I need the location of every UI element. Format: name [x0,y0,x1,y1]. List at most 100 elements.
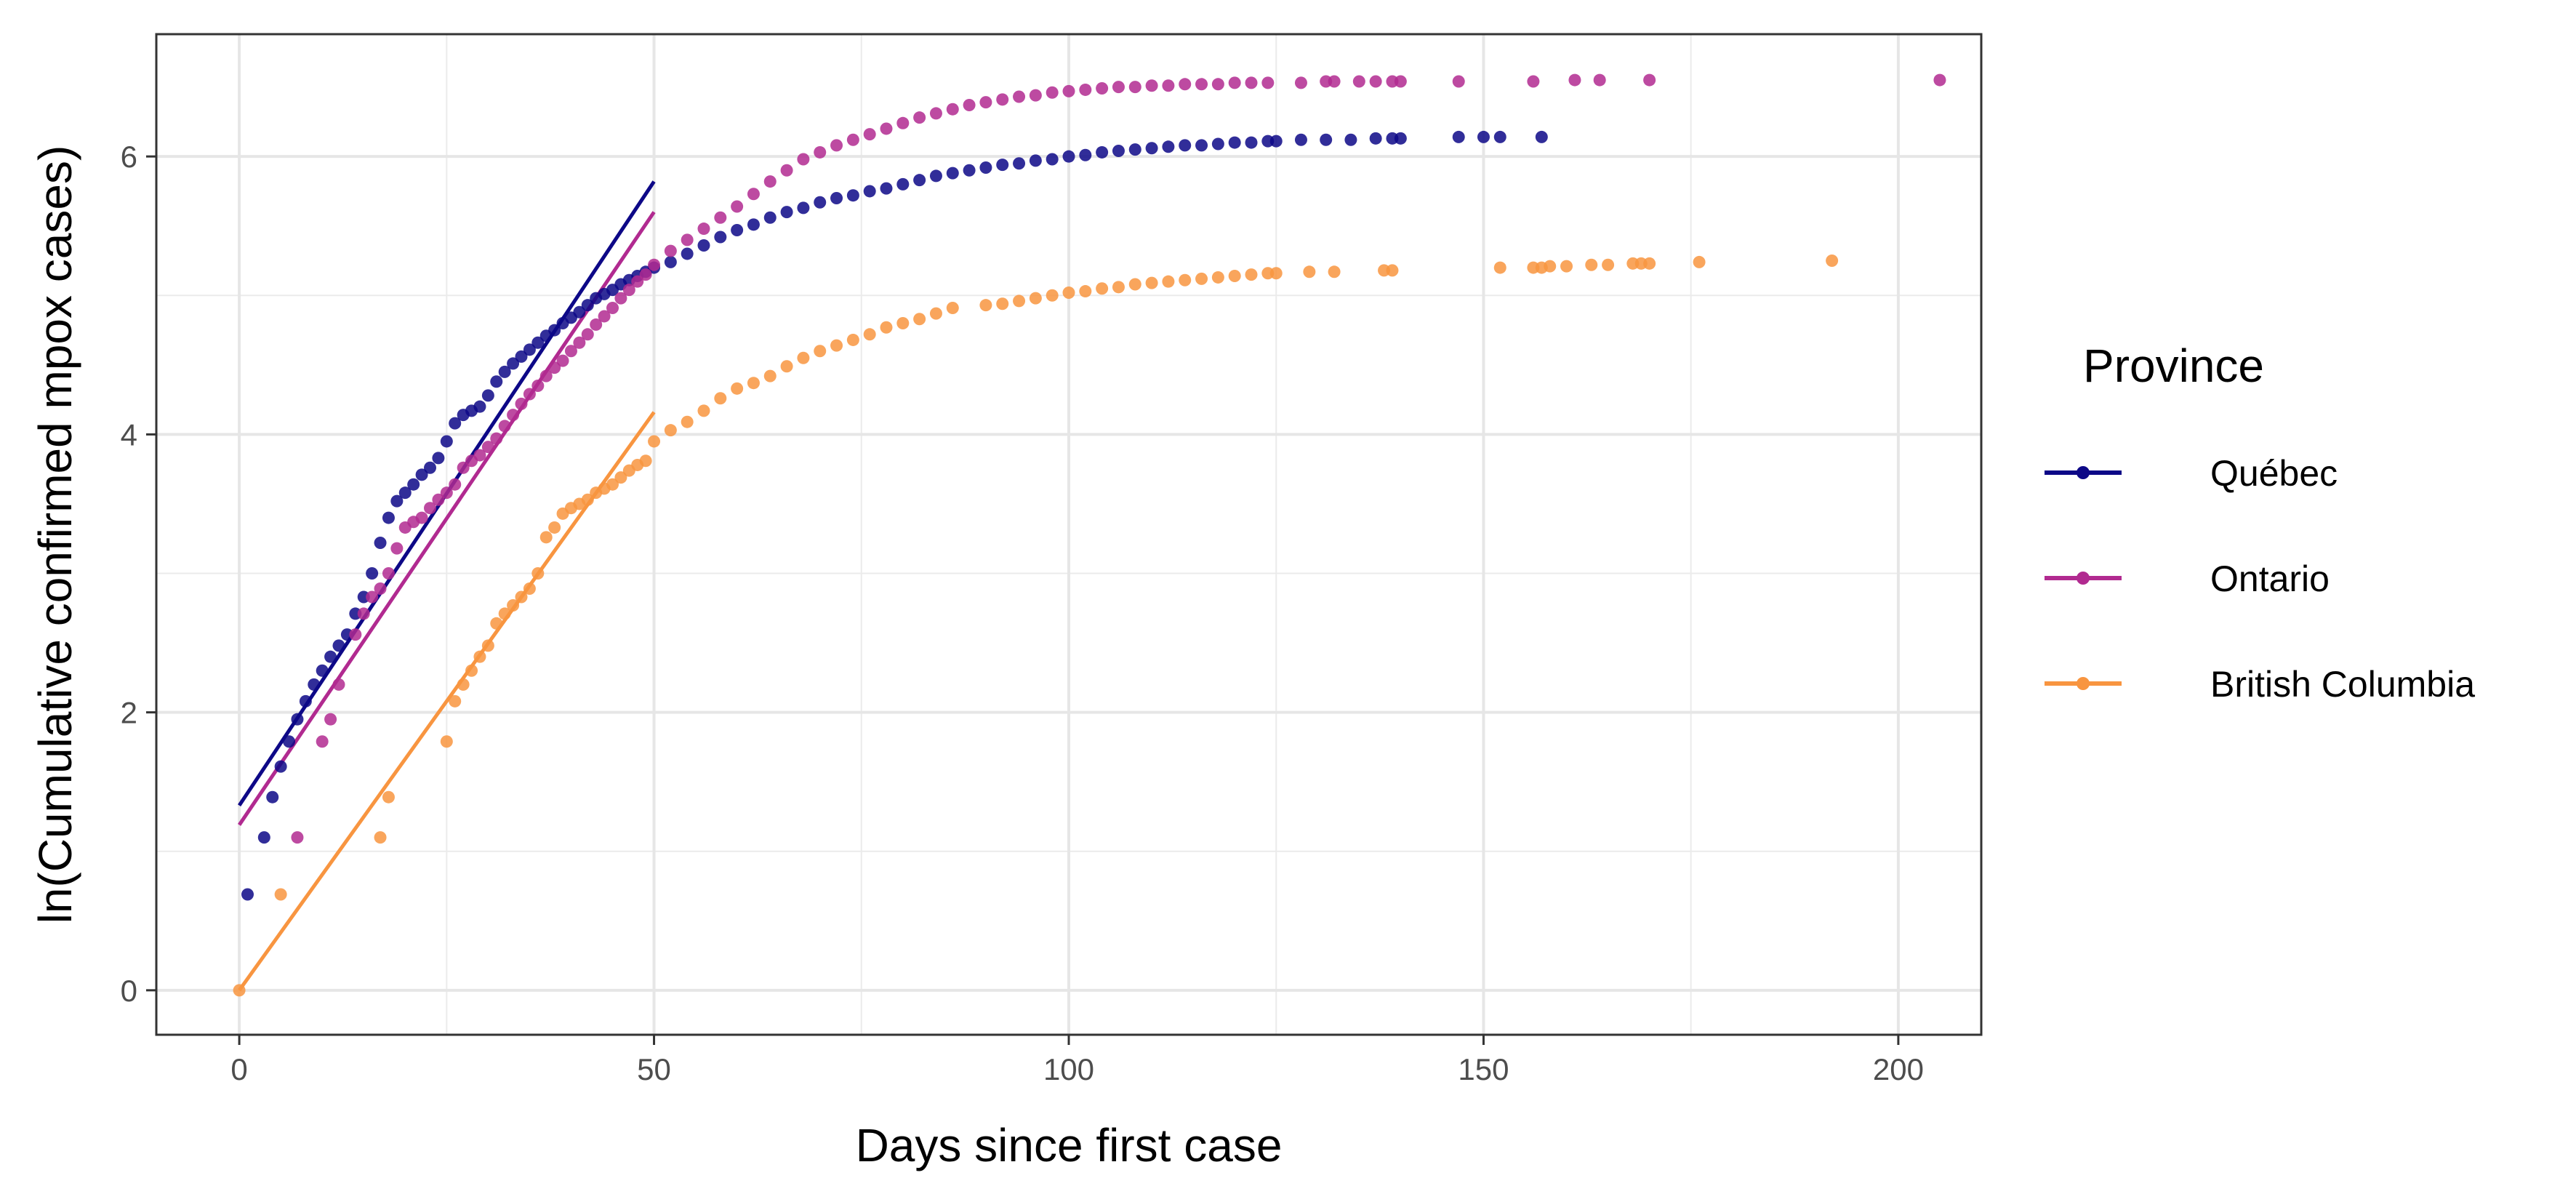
data-point [1128,81,1141,94]
data-point [490,432,503,445]
data-point [664,255,677,268]
data-point [639,454,652,468]
data-point [1269,267,1283,280]
data-point [507,357,520,370]
legend-item: Québec [2045,453,2338,494]
data-point [548,324,561,337]
data-point [1369,75,1382,88]
data-point [1112,81,1125,94]
data-point [1228,270,1241,283]
x-tick-label: 200 [1873,1052,1924,1086]
data-point [266,790,279,804]
data-point [863,185,876,198]
data-point [1643,73,1656,87]
y-axis-title: ln(Cumulative confirmed mpox cases) [29,145,81,924]
data-point [1228,76,1241,89]
data-point [1046,153,1059,166]
data-point [1245,268,1258,281]
data-point [1535,130,1548,143]
data-point [548,521,561,534]
data-point [473,400,486,413]
data-point [473,650,486,663]
x-tick-label: 150 [1458,1052,1509,1086]
data-point [1029,89,1042,102]
data-point [1493,261,1506,274]
data-point [573,305,586,318]
data-point [581,328,594,341]
data-point [731,223,744,236]
data-point [382,511,395,524]
data-point [1096,145,1109,159]
data-point [332,678,345,691]
data-point [1046,289,1059,302]
data-point [498,365,511,378]
data-point [1062,150,1075,163]
data-point [449,694,462,708]
data-point [1079,83,1092,96]
data-point [539,531,553,544]
data-point [1320,133,1333,146]
data-point [1328,265,1341,279]
data-point [283,735,296,748]
data-point [714,392,727,405]
data-point [1211,137,1224,151]
data-point [606,301,619,314]
data-point [896,177,910,191]
data-point [573,336,586,349]
data-point [1344,133,1357,146]
data-point [1145,79,1158,92]
data-point [830,192,843,205]
data-point [896,116,910,129]
data-point [747,377,760,390]
x-tick-label: 100 [1043,1052,1094,1086]
data-point [531,380,545,393]
data-point [1352,75,1365,88]
data-point [681,233,694,247]
data-point [631,275,644,288]
data-point [490,617,503,630]
data-point [1029,292,1042,305]
axis-ticks: 0 50 100 150 200 0 2 4 6 [121,140,1924,1086]
data-point [797,201,810,215]
data-point [1096,282,1109,295]
legend-label: British Columbia [2210,664,2475,705]
data-point [814,196,827,209]
data-point [374,582,387,596]
y-tick-label: 2 [121,696,137,730]
data-point [1303,265,1316,279]
data-point [763,175,777,188]
data-point [1128,143,1141,156]
data-point [1162,140,1175,153]
data-point [1477,130,1490,143]
data-point [880,182,893,195]
data-point [1245,76,1258,89]
data-point [780,164,793,177]
data-point [606,478,619,491]
data-point [880,321,893,334]
data-point [814,345,827,358]
data-point [1369,132,1382,145]
data-point [473,449,486,462]
data-point [490,375,503,388]
data-point [590,318,603,331]
data-point [1328,75,1341,88]
data-point [316,664,329,677]
legend-key-point [2077,677,2090,690]
x-tick-label: 0 [230,1052,247,1086]
data-point [1585,258,1598,271]
data-point [929,169,942,183]
data-point [996,159,1009,172]
data-point [523,582,536,596]
data-point [797,153,810,166]
data-point [523,388,536,401]
y-tick-label: 4 [121,417,137,452]
data-point [457,678,470,691]
data-point [681,415,694,428]
data-point [1394,132,1407,145]
data-point [863,128,876,141]
data-point [481,441,494,454]
data-point [316,735,329,748]
data-point [1145,142,1158,155]
data-point [1826,255,1839,268]
